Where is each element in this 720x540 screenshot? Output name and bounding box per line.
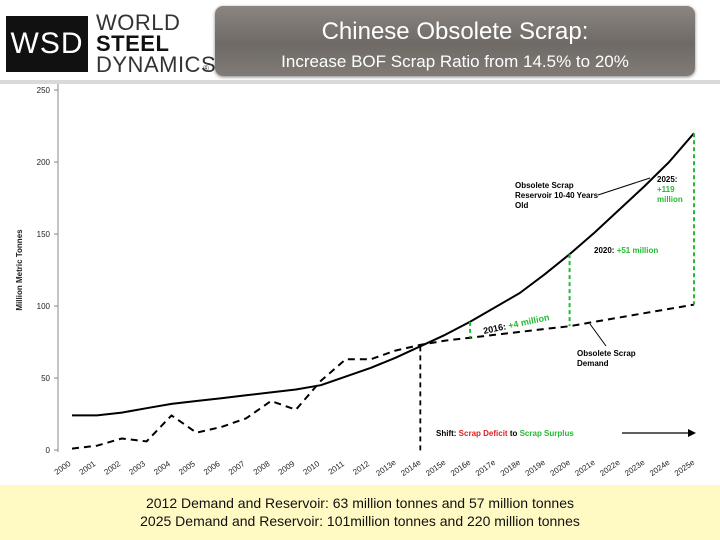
y-tick-label: 0: [46, 446, 51, 455]
x-tick-label: 2002: [102, 459, 122, 477]
x-tick-label: 2018e: [499, 458, 523, 478]
x-tick-label: 2008: [252, 459, 272, 477]
x-tick-label: 2023e: [623, 458, 647, 478]
page-subtitle: Increase BOF Scrap Ratio from 14.5% to 2…: [281, 52, 629, 71]
x-tick-label: 2016e: [449, 458, 473, 478]
reservoir-label: Reservoir 10-40 Years: [515, 191, 599, 200]
x-tick-label: 2014e: [399, 458, 423, 478]
x-tick-label: 2009: [277, 459, 297, 477]
x-tick-label: 2000: [53, 459, 73, 477]
logo-wsd-box: WSD: [6, 16, 88, 72]
caption-line-1: 2012 Demand and Reservoir: 63 million to…: [145, 495, 575, 511]
chart-axes: [54, 84, 59, 452]
divider: [0, 80, 720, 84]
x-tick-label: 2019e: [524, 458, 548, 478]
caption-line-2: 2025 Demand and Reservoir: 101million to…: [140, 513, 580, 529]
x-tick-label: 2011: [327, 459, 347, 477]
annotation-2025-value: +119: [657, 185, 675, 194]
y-tick-label: 150: [37, 230, 51, 239]
x-tick-label: 2012: [351, 459, 371, 477]
registered-mark: ®: [203, 64, 209, 73]
page-title: Chinese Obsolete Scrap:: [321, 18, 589, 45]
chart: 0 50 100 150 200 250 Million Metric Tonnes 2000…: [15, 84, 697, 478]
x-tick-label: 2021e: [573, 458, 597, 478]
y-tick-label: 50: [41, 374, 50, 383]
y-axis-title: Million Metric Tonnes: [15, 229, 24, 311]
caption-box: 2012 Demand and Reservoir: 63 million to…: [0, 485, 720, 540]
y-tick-label: 100: [37, 302, 51, 311]
x-tick-label: 2010: [301, 459, 321, 477]
logo-word-world: WORLD: [96, 10, 181, 35]
y-tick-label: 200: [37, 158, 51, 167]
x-tick-label: 2024e: [648, 458, 672, 478]
shift-annotation: Shift: Scrap Deficit to Scrap Surplus: [436, 429, 574, 438]
demand-pointer: [589, 323, 607, 347]
reservoir-pointer: [597, 177, 651, 196]
x-tick-label: 2006: [202, 459, 222, 477]
x-tick-label: 2004: [152, 459, 172, 477]
reservoir-label: Obsolete Scrap: [515, 181, 574, 190]
x-tick-label: 2015e: [424, 458, 448, 478]
annotation-2025-value: million: [657, 195, 683, 204]
reservoir-label: Old: [515, 201, 528, 210]
x-tick-label: 2003: [127, 459, 147, 477]
demand-series-line: [71, 303, 695, 450]
annotation-2020: 2020: +51 million: [594, 246, 658, 255]
x-tick-label: 2022e: [598, 458, 622, 478]
x-tick-label: 2017e: [474, 458, 498, 478]
y-tick-label: 250: [37, 86, 51, 95]
title-banner: Chinese Obsolete Scrap: Increase BOF Scr…: [215, 6, 695, 76]
x-tick-label: 2007: [227, 459, 247, 477]
x-tick-label: 2001: [78, 459, 98, 477]
demand-label: Obsolete Scrap: [577, 349, 636, 358]
x-tick-label: 2025e: [673, 458, 697, 478]
x-tick-label: 2005: [177, 459, 197, 477]
x-tick-label: 2020e: [548, 458, 572, 478]
demand-label: Demand: [577, 359, 609, 368]
annotation-2025-label: 2025:: [657, 175, 677, 184]
x-tick-label: 2013e: [374, 458, 398, 478]
logo-word-steel: STEEL: [96, 31, 170, 56]
shift-arrow-head: [688, 429, 696, 437]
logo-word-dynamics: DYNAMICS: [96, 52, 217, 77]
reservoir-series-line: [72, 132, 695, 417]
logo: WSD WORLD STEEL DYNAMICS ®: [0, 0, 220, 80]
